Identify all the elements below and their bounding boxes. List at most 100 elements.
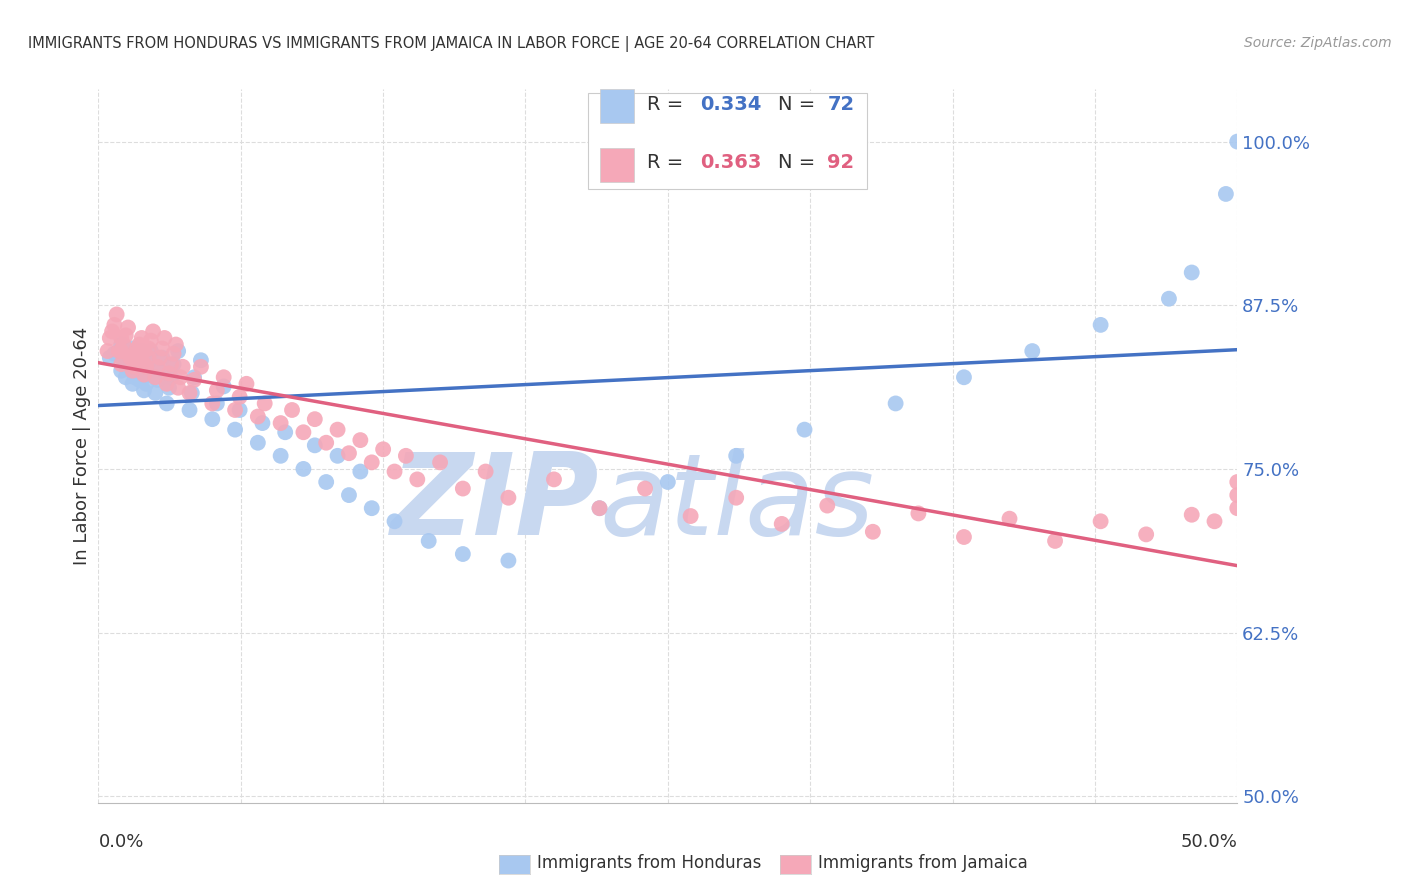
Point — [183, 370, 205, 384]
Point — [406, 472, 429, 486]
Point — [103, 347, 125, 361]
Point — [205, 396, 228, 410]
Text: 72: 72 — [827, 95, 855, 113]
Point — [121, 353, 143, 368]
Point — [127, 342, 149, 356]
Text: N =: N = — [779, 95, 823, 113]
Point — [253, 396, 276, 410]
Point — [1021, 344, 1043, 359]
Point — [315, 435, 337, 450]
Point — [110, 337, 132, 351]
Point — [135, 359, 157, 374]
Point — [114, 357, 136, 371]
Point — [179, 386, 201, 401]
Y-axis label: In Labor Force | Age 20-64: In Labor Force | Age 20-64 — [73, 326, 91, 566]
Point — [124, 370, 146, 384]
Point — [150, 351, 173, 365]
Point — [157, 381, 180, 395]
Point — [139, 344, 162, 359]
Point — [160, 370, 183, 384]
Point — [1090, 318, 1112, 332]
Point — [1226, 501, 1249, 516]
Point — [201, 396, 224, 410]
Point — [132, 368, 155, 382]
Point — [121, 364, 143, 378]
Text: 0.0%: 0.0% — [98, 833, 143, 851]
Point — [110, 364, 132, 378]
Point — [634, 482, 657, 496]
Point — [270, 416, 292, 430]
Text: ZIP: ZIP — [391, 448, 599, 558]
Point — [1157, 292, 1180, 306]
Point — [190, 359, 212, 374]
Point — [224, 403, 246, 417]
Point — [246, 409, 269, 424]
Point — [114, 344, 136, 359]
Point — [326, 449, 349, 463]
Point — [105, 307, 128, 321]
Text: Source: ZipAtlas.com: Source: ZipAtlas.com — [1244, 36, 1392, 50]
Point — [108, 344, 131, 359]
Point — [326, 423, 349, 437]
Point — [292, 425, 315, 440]
Point — [337, 446, 360, 460]
Point — [128, 373, 150, 387]
Point — [127, 354, 149, 368]
Point — [121, 364, 143, 378]
Point — [172, 359, 194, 374]
Point — [907, 507, 929, 521]
Point — [953, 530, 976, 544]
Point — [98, 351, 121, 365]
Point — [156, 376, 179, 391]
Point — [179, 403, 201, 417]
Text: 0.334: 0.334 — [700, 95, 761, 113]
Point — [1215, 186, 1237, 201]
Point — [121, 342, 143, 356]
Point — [1204, 514, 1226, 528]
Point — [131, 344, 153, 359]
Point — [132, 370, 155, 384]
Point — [395, 449, 418, 463]
Point — [418, 533, 440, 548]
Point — [588, 501, 610, 516]
Point — [292, 462, 315, 476]
Point — [384, 514, 406, 528]
Point — [153, 331, 176, 345]
Point — [246, 435, 269, 450]
Bar — [599, 89, 634, 123]
Point — [117, 320, 139, 334]
Point — [112, 337, 135, 351]
Point — [124, 347, 146, 361]
Point — [103, 318, 125, 332]
Point — [149, 364, 172, 378]
Point — [1181, 266, 1204, 280]
Point — [110, 344, 132, 359]
Point — [1043, 533, 1066, 548]
Point — [1226, 475, 1249, 489]
FancyBboxPatch shape — [588, 93, 868, 189]
Point — [281, 403, 304, 417]
Point — [128, 337, 150, 351]
Point — [304, 412, 326, 426]
Point — [120, 351, 142, 365]
Point — [167, 344, 190, 359]
Point — [165, 337, 187, 351]
Point — [128, 357, 150, 371]
Point — [138, 342, 160, 356]
Point — [142, 325, 165, 339]
Point — [360, 455, 382, 469]
Point — [132, 357, 155, 371]
Text: R =: R = — [647, 153, 690, 172]
Point — [884, 396, 907, 410]
Point — [337, 488, 360, 502]
Point — [201, 412, 224, 426]
Point — [998, 511, 1021, 525]
Point — [180, 386, 202, 401]
Point — [1090, 514, 1112, 528]
Point — [224, 423, 246, 437]
Text: 92: 92 — [827, 153, 855, 172]
Point — [156, 396, 179, 410]
Point — [183, 373, 205, 387]
Point — [167, 381, 190, 395]
Text: Immigrants from Jamaica: Immigrants from Jamaica — [818, 855, 1028, 872]
